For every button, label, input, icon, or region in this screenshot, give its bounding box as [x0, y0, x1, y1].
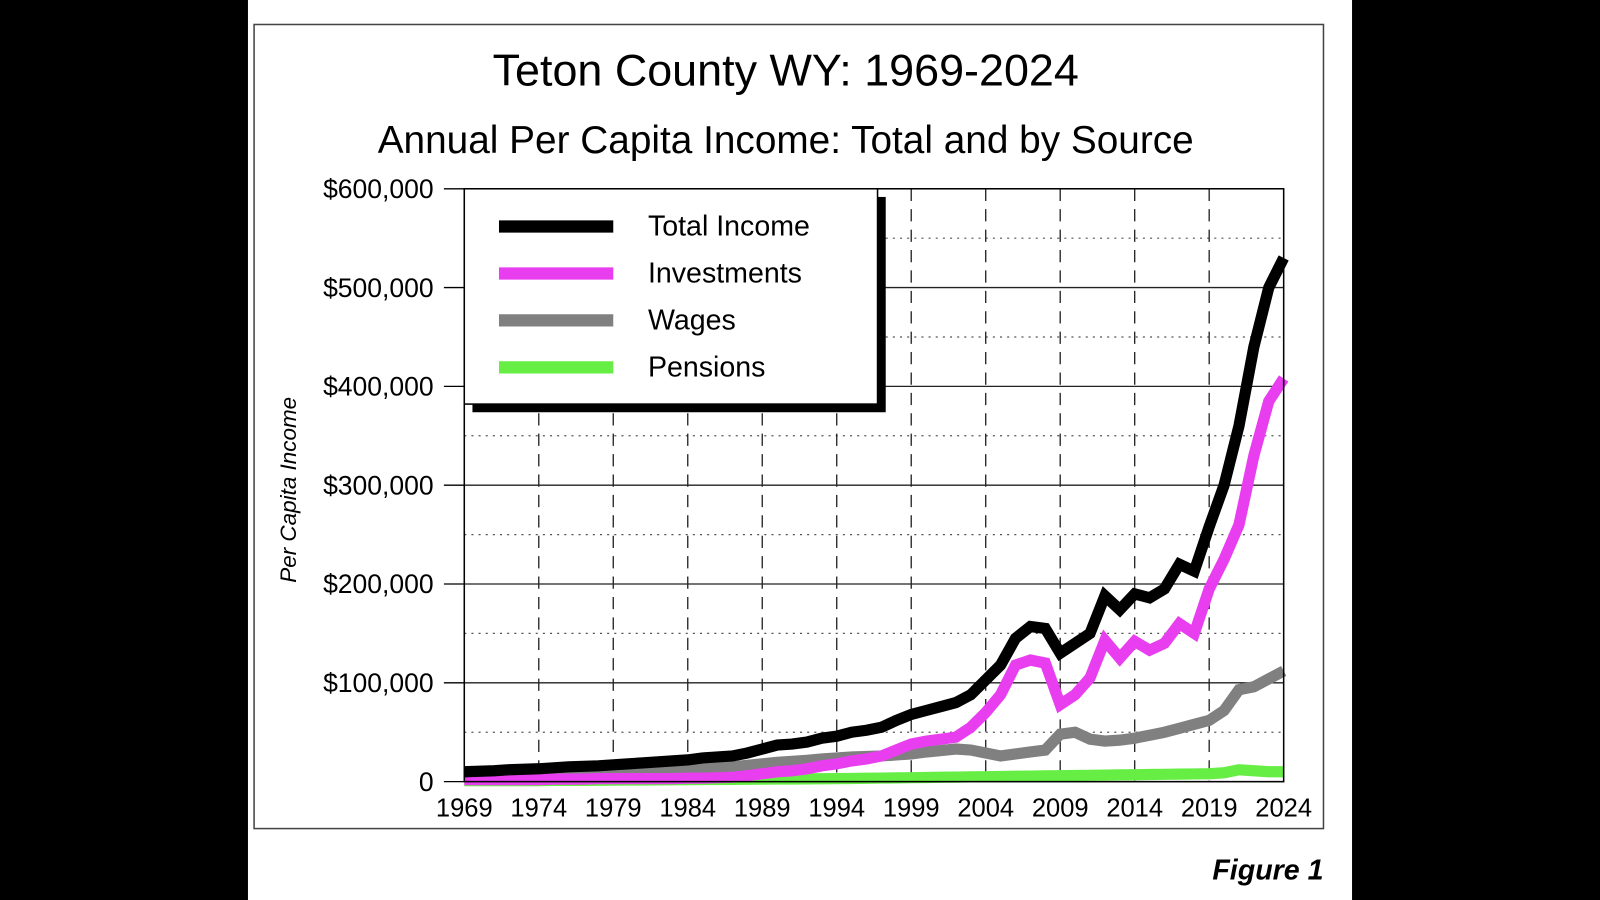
x-tick-label: 1994 [808, 794, 865, 822]
x-tick-label: 2004 [957, 794, 1014, 822]
x-tick-label: 1969 [436, 794, 493, 822]
x-tick-label: 2024 [1255, 794, 1312, 822]
legend: Total Income Investments Wages Pensions [463, 188, 886, 413]
series-lines [464, 255, 1289, 787]
x-tick-label: 2009 [1032, 794, 1089, 822]
series-line-investments [464, 375, 1289, 786]
legend-label: Pensions [648, 352, 766, 384]
x-tick-label: 1974 [510, 794, 567, 822]
y-tick-label: $300,000 [323, 470, 434, 500]
x-tick-label: 1999 [883, 794, 940, 822]
legend-label: Wages [648, 305, 736, 337]
y-tick-labels: 0 $100,000 $200,000 $300,000 $400,000 $500,00… [323, 174, 465, 797]
legend-label: Total Income [648, 211, 810, 243]
legend-label: Investments [648, 258, 802, 290]
series-line-total-income [464, 255, 1289, 778]
figure-label: Figure 1 [1212, 855, 1323, 887]
chart-frame [253, 23, 1325, 830]
y-tick-label: $400,000 [323, 372, 434, 402]
x-tick-label: 1979 [585, 794, 642, 822]
x-tick-label: 1984 [659, 794, 716, 822]
y-tick-label: 0 [419, 767, 434, 797]
chart-subtitle: Annual Per Capita Income: Total and by S… [378, 119, 1194, 162]
y-tick-label: $100,000 [323, 668, 434, 698]
x-tick-label: 2019 [1181, 794, 1238, 822]
chart-title: Teton County WY: 1969-2024 [493, 45, 1079, 96]
y-axis-label: Per Capita Income [276, 397, 301, 583]
x-tick-label: 1989 [734, 794, 791, 822]
x-tick-labels: 1969 1974 1979 1984 1989 1994 1999 2004 2009 2014… [436, 794, 1312, 822]
y-tick-label: $600,000 [323, 174, 434, 204]
x-tick-label: 2014 [1106, 794, 1163, 822]
y-tick-label: $500,000 [323, 273, 434, 303]
y-tick-label: $200,000 [323, 569, 434, 599]
